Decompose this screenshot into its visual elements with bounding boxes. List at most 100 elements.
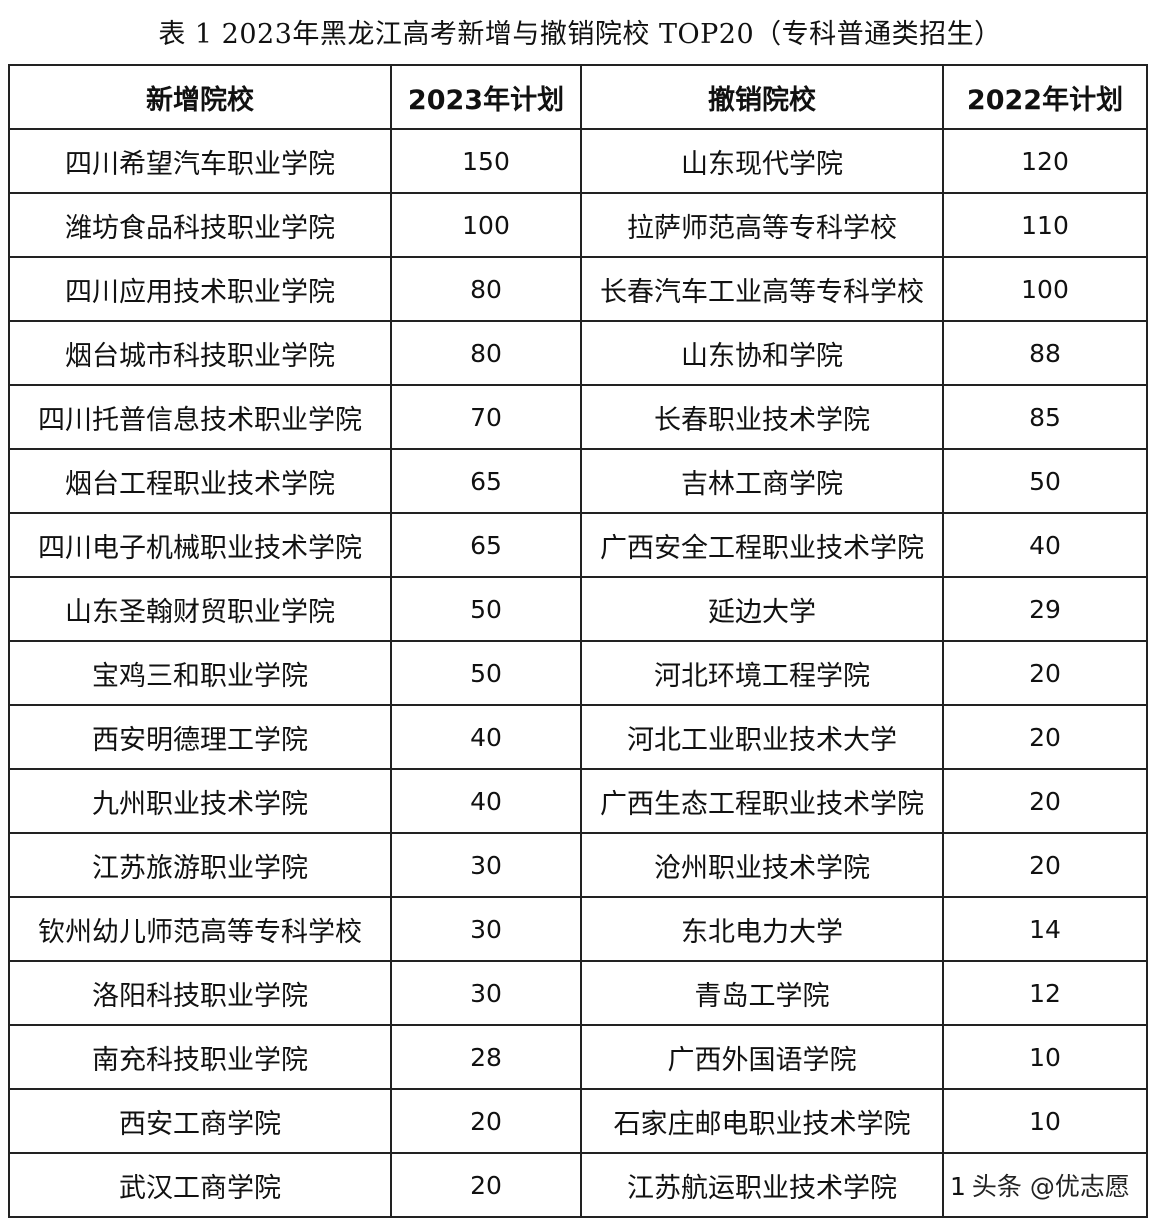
cell-text: 四川电子机械职业技术学院 [38,532,362,564]
cell-text: 九州职业技术学院 [92,788,308,820]
cell-removed-college: 拉萨师范高等专科学校 [580,192,944,258]
cell-removed-college: 河北环境工程学院 [580,640,944,706]
cell-text: 宝鸡三和职业学院 [92,660,308,692]
cell-text: 100 [1021,274,1069,304]
cell-text: 29 [1029,594,1061,624]
table-title: 表 1 2023年黑龙江高考新增与撤销院校 TOP20（专科普通类招生） [158,19,1002,50]
cell-plan-2023: 28 [390,1024,582,1090]
header-removed-college: 撤销院校 [580,64,944,130]
cell-plan-2022: 85 [942,384,1148,450]
cell-removed-college: 长春职业技术学院 [580,384,944,450]
cell-plan-2023: 65 [390,512,582,578]
cell-text: 吉林工商学院 [681,468,843,500]
cell-text: 山东现代学院 [681,148,843,180]
cell-plan-2022: 12 [942,960,1148,1026]
cell-plan-2023: 50 [390,640,582,706]
cell-text: 广西外国语学院 [667,1044,857,1076]
cell-plan-2022: 20 [942,640,1148,706]
cell-text: 长春职业技术学院 [654,404,870,436]
cell-text: 40 [470,786,502,816]
cell-removed-college: 广西安全工程职业技术学院 [580,512,944,578]
cell-plan-2023: 20 [390,1088,582,1154]
cell-plan-2022: 20 [942,768,1148,834]
cell-text: 20 [1029,850,1061,880]
cell-text: 30 [470,914,502,944]
cell-new-college: 四川电子机械职业技术学院 [8,512,392,578]
cell-plan-2022: 100 [942,256,1148,322]
cell-plan-2023: 150 [390,128,582,194]
cell-text: 沧州职业技术学院 [654,852,870,884]
cell-text: 65 [470,530,502,560]
cell-text: 武汉工商学院 [119,1172,281,1204]
cell-plan-2022: 50 [942,448,1148,514]
cell-text: 南充科技职业学院 [92,1044,308,1076]
cell-text: 延边大学 [708,596,816,628]
cell-new-college: 武汉工商学院 [8,1152,392,1218]
cell-text: 30 [470,850,502,880]
cell-text: 10 [1029,1106,1061,1136]
cell-text: 20 [470,1106,502,1136]
cell-text: 50 [470,658,502,688]
cell-text: 20 [470,1170,502,1200]
cell-text: 河北工业职业技术大学 [627,724,897,756]
cell-new-college: 洛阳科技职业学院 [8,960,392,1026]
cell-text: 广西生态工程职业技术学院 [600,788,924,820]
cell-removed-college: 长春汽车工业高等专科学校 [580,256,944,322]
cell-text: 石家庄邮电职业技术学院 [613,1108,911,1140]
cell-plan-2022: 120 [942,128,1148,194]
cell-plan-2022: 110 [942,192,1148,258]
table-row: 江苏旅游职业学院 30 沧州职业技术学院 20 [8,832,1148,898]
cell-text: 烟台城市科技职业学院 [65,340,335,372]
cell-plan-2023: 30 [390,896,582,962]
table-row: 四川电子机械职业技术学院 65 广西安全工程职业技术学院 40 [8,512,1148,578]
cell-text: 40 [470,722,502,752]
cell-plan-2023: 100 [390,192,582,258]
cell-removed-college: 山东现代学院 [580,128,944,194]
cell-new-college: 烟台城市科技职业学院 [8,320,392,386]
table-row: 山东圣翰财贸职业学院 50 延边大学 29 [8,576,1148,642]
cell-plan-2023: 20 [390,1152,582,1218]
cell-text: 10 [1029,1042,1061,1072]
table-row: 钦州幼儿师范高等专科学校 30 东北电力大学 14 [8,896,1148,962]
cell-text: 50 [470,594,502,624]
cell-text: 14 [1029,914,1061,944]
cell-text: 拉萨师范高等专科学校 [627,212,897,244]
cell-new-college: 九州职业技术学院 [8,768,392,834]
cell-text: 30 [470,978,502,1008]
table-row: 烟台城市科技职业学院 80 山东协和学院 88 [8,320,1148,386]
cell-plan-2022: 10 [942,1024,1148,1090]
header-2022-plan: 2022年计划 [942,64,1148,130]
cell-text: 70 [470,402,502,432]
cell-removed-college: 吉林工商学院 [580,448,944,514]
table-row: 四川托普信息技术职业学院 70 长春职业技术学院 85 [8,384,1148,450]
table-row: 四川应用技术职业学院 80 长春汽车工业高等专科学校 100 [8,256,1148,322]
cell-text: 12 [1029,978,1061,1008]
cell-text: 65 [470,466,502,496]
cell-new-college: 潍坊食品科技职业学院 [8,192,392,258]
table-row: 烟台工程职业技术学院 65 吉林工商学院 50 [8,448,1148,514]
table-row: 洛阳科技职业学院 30 青岛工学院 12 [8,960,1148,1026]
table-row: 南充科技职业学院 28 广西外国语学院 10 [8,1024,1148,1090]
cell-text: 110 [1021,210,1069,240]
cell-plan-2023: 50 [390,576,582,642]
cell-plan-2023: 80 [390,320,582,386]
cell-plan-2022: 40 [942,512,1148,578]
cell-text: 100 [462,210,510,240]
cell-new-college: 宝鸡三和职业学院 [8,640,392,706]
cell-text: 四川托普信息技术职业学院 [38,404,362,436]
cell-new-college: 四川应用技术职业学院 [8,256,392,322]
cell-plan-2023: 30 [390,960,582,1026]
cell-text: 潍坊食品科技职业学院 [65,212,335,244]
cell-text: 西安工商学院 [119,1108,281,1140]
cell-new-college: 钦州幼儿师范高等专科学校 [8,896,392,962]
cell-removed-college: 江苏航运职业技术学院 [580,1152,944,1218]
cell-removed-college: 河北工业职业技术大学 [580,704,944,770]
cell-text: 山东协和学院 [681,340,843,372]
cell-removed-college: 沧州职业技术学院 [580,832,944,898]
cell-plan-2022: 1 头条 @优志愿 [942,1152,1148,1218]
cell-new-college: 四川托普信息技术职业学院 [8,384,392,450]
cell-text: 江苏航运职业技术学院 [627,1172,897,1204]
cell-text: 1 [950,1172,966,1201]
cell-text: 四川应用技术职业学院 [65,276,335,308]
cell-new-college: 烟台工程职业技术学院 [8,448,392,514]
